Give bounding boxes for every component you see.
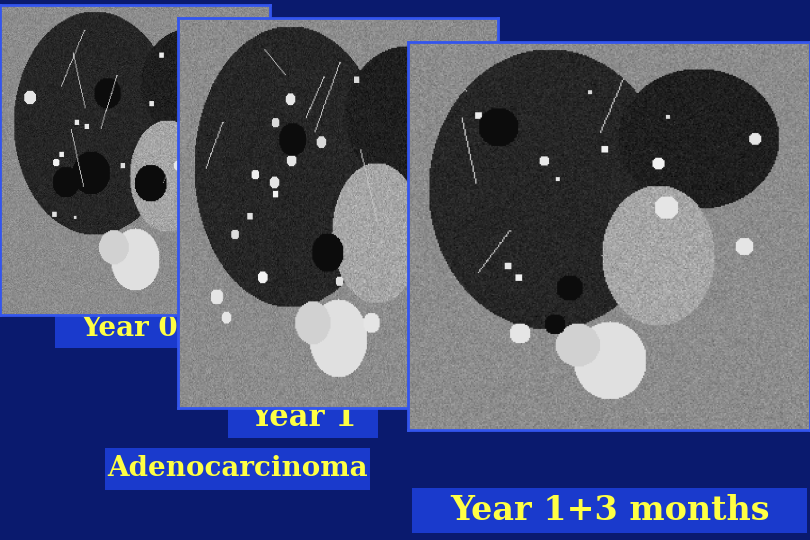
Bar [228,398,378,438]
Text: Year 1+3 months: Year 1+3 months [450,494,770,527]
Text: Year 1: Year 1 [249,402,356,434]
Text: Year 0: Year 0 [82,315,178,342]
Bar [55,310,205,348]
Bar [105,448,370,490]
Text: Adenocarcinoma: Adenocarcinoma [107,456,368,483]
Bar [412,488,807,533]
